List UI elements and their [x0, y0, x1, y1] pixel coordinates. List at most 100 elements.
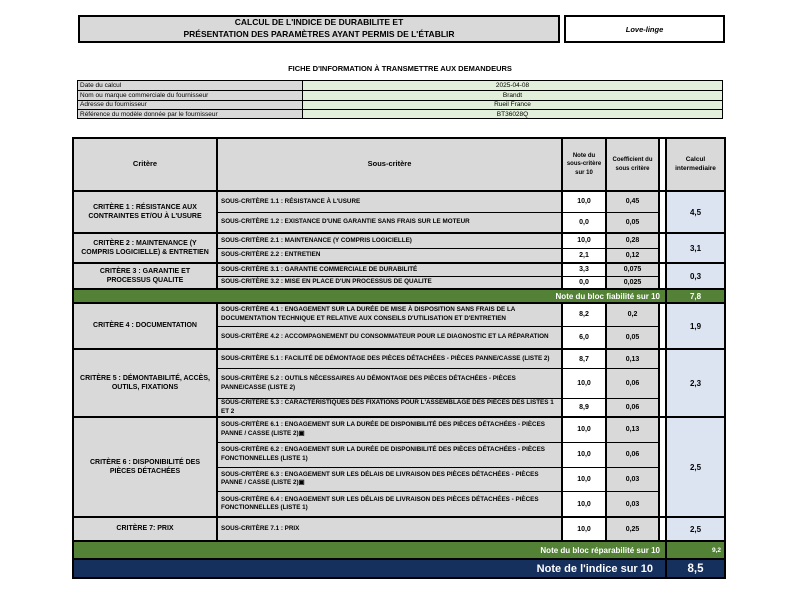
table-row: SOUS-CRITÈRE 6.3 : ENGAGEMENT SUR LES DÉ… — [218, 466, 660, 492]
calc-value: 2,3 — [665, 350, 726, 416]
coefficient-value: 0,28 — [607, 234, 660, 248]
total-value: 7,8 — [665, 290, 726, 302]
table-row: SOUS-CRITÈRE 2.2 : ENTRETIEN 2,1 0,12 — [218, 247, 660, 262]
table-row: Référence du modèle donnée par le fourni… — [78, 108, 722, 119]
subcriterion-label: SOUS-CRITÈRE 2.2 : ENTRETIEN — [218, 248, 563, 262]
table-row: SOUS-CRITÈRE 3.2 : MISE EN PLACE D'UN PR… — [218, 275, 660, 288]
calc-value: 1,9 — [665, 304, 726, 348]
subcriterion-label: SOUS-CRITÈRE 3.2 : MISE EN PLACE D'UN PR… — [218, 276, 563, 288]
criteria-table: Critère Sous-critère Note du sous-critèr… — [72, 137, 726, 579]
note-value: 10,0 — [563, 192, 607, 212]
total-value: 8,5 — [665, 560, 726, 577]
criterion-group-6: CRITÈRE 6 : DISPONIBILITÉ DES PIÈCES DÉT… — [72, 416, 726, 516]
total-label: Note de l'indice sur 10 — [72, 560, 665, 577]
coefficient-value: 0,075 — [607, 264, 660, 276]
calc-value: 2,5 — [665, 518, 726, 540]
criterion-label: CRITÈRE 6 : DISPONIBILITÉ DES PIÈCES DÉT… — [72, 418, 218, 516]
note-value: 6,0 — [563, 326, 607, 348]
total-label: Note du bloc réparabilité sur 10 — [72, 542, 665, 558]
brand-name: Love-linge — [625, 24, 664, 34]
coefficient-value: 0,06 — [607, 369, 660, 398]
calc-value: 3,1 — [665, 234, 726, 262]
criterion-group-7: CRITÈRE 7: PRIX SOUS-CRITÈRE 7.1 : PRIX … — [72, 516, 726, 540]
table-row: Adresse du fournisseur Rueil France — [78, 99, 722, 109]
coefficient-value: 0,06 — [607, 442, 660, 467]
table-header-row: Critère Sous-critère Note du sous-critèr… — [72, 137, 726, 190]
criterion-label: CRITÈRE 7: PRIX — [72, 518, 218, 540]
table-row: SOUS-CRITÈRE 1.2 : EXISTANCE D'UNE GARAN… — [218, 211, 660, 232]
note-value: 8,2 — [563, 304, 607, 326]
note-value: 10,0 — [563, 492, 607, 516]
table-row: SOUS-CRITÈRE 5.2 : OUTILS NÉCESSAIRES AU… — [218, 368, 660, 398]
subcriterion-label: SOUS-CRITÈRE 6.4 : ENGAGEMENT SUR LES DÉ… — [218, 492, 563, 516]
coefficient-value: 0,13 — [607, 350, 660, 368]
coefficient-value: 0,03 — [607, 467, 660, 492]
reparabilite-total-row: Note du bloc réparabilité sur 10 9,2 — [72, 540, 726, 558]
note-value: 3,3 — [563, 264, 607, 276]
calc-value: 0,3 — [665, 264, 726, 288]
supplier-info-table: Date du calcul 2025-04-08 Nom ou marque … — [77, 80, 723, 120]
info-value: Brandt — [303, 91, 722, 100]
table-row: SOUS-CRITÈRE 1.1 : RÉSISTANCE À L'USURE … — [218, 192, 660, 212]
calc-value: 2,5 — [665, 418, 726, 516]
table-row: SOUS-CRITÈRE 6.2 : ENGAGEMENT SUR LA DUR… — [218, 441, 660, 467]
criterion-label: CRITÈRE 4 : DOCUMENTATION — [72, 304, 218, 348]
brand-box: Love-linge — [564, 15, 725, 43]
subcriterion-label: SOUS-CRITÈRE 5.3 : CARACTÉRISTIQUES DES … — [218, 399, 563, 416]
calc-value: 4,5 — [665, 192, 726, 232]
table-row: SOUS-CRITÈRE 4.1 : ENGAGEMENT SUR LA DUR… — [218, 304, 660, 326]
header-coefficient: Coefficient du sous critère — [607, 139, 660, 190]
index-total-row: Note de l'indice sur 10 8,5 — [72, 558, 726, 579]
info-label: Référence du modèle donnée par le fourni… — [78, 109, 303, 119]
criterion-group-1: CRITÈRE 1 : RÉSISTANCE AUX CONTRAINTES E… — [72, 190, 726, 232]
info-label: Date du calcul — [78, 81, 303, 91]
page-title-line2: PRÉSENTATION DES PARAMÈTRES AYANT PERMIS… — [183, 29, 455, 39]
coefficient-value: 0,025 — [607, 276, 660, 288]
subcriterion-label: SOUS-CRITÈRE 7.1 : PRIX — [218, 518, 563, 540]
criterion-group-3: CRITÈRE 3 : GARANTIE ET PROCESSUS QUALIT… — [72, 262, 726, 288]
page-title: CALCUL DE L'INDICE DE DURABILITE ET PRÉS… — [78, 15, 560, 43]
page-title-line1: CALCUL DE L'INDICE DE DURABILITE ET — [234, 17, 404, 28]
note-value: 2,1 — [563, 248, 607, 262]
note-value: 0,0 — [563, 212, 607, 232]
note-value: 0,0 — [563, 276, 607, 288]
coefficient-value: 0,05 — [607, 326, 660, 348]
table-row: SOUS-CRITÈRE 4.2 : ACCOMPAGNEMENT DU CON… — [218, 325, 660, 348]
subcriterion-label: SOUS-CRITÈRE 6.2 : ENGAGEMENT SUR LA DUR… — [218, 442, 563, 467]
table-row: SOUS-CRITÈRE 5.1 : FACILITÉ DE DÉMONTAGE… — [218, 350, 660, 368]
criterion-label: CRITÈRE 5 : DÉMONTABILITÉ, ACCÈS, OUTILS… — [72, 350, 218, 416]
note-value: 8,7 — [563, 350, 607, 368]
subcriterion-label: SOUS-CRITÈRE 2.1 : MAINTENANCE (Y COMPRI… — [218, 234, 563, 248]
note-value: 10,0 — [563, 418, 607, 442]
table-row: SOUS-CRITÈRE 6.1 : ENGAGEMENT SUR LA DUR… — [218, 418, 660, 442]
note-value: 10,0 — [563, 369, 607, 398]
coefficient-value: 0,05 — [607, 212, 660, 232]
header-sous-critere: Sous-critère — [218, 139, 563, 190]
table-row: SOUS-CRITÈRE 2.1 : MAINTENANCE (Y COMPRI… — [218, 234, 660, 248]
table-row: SOUS-CRITÈRE 5.3 : CARACTÉRISTIQUES DES … — [218, 398, 660, 416]
header-critere: Critère — [72, 139, 218, 190]
criterion-label: CRITÈRE 2 : MAINTENANCE (Y COMPRIS LOGIC… — [72, 234, 218, 262]
header-note: Note du sous-critère sur 10 — [563, 139, 607, 190]
subcriterion-label: SOUS-CRITÈRE 1.2 : EXISTANCE D'UNE GARAN… — [218, 212, 563, 232]
info-value: BT36028Q — [303, 109, 722, 119]
criterion-group-2: CRITÈRE 2 : MAINTENANCE (Y COMPRIS LOGIC… — [72, 232, 726, 262]
info-label: Nom ou marque commerciale du fournisseur — [78, 91, 303, 100]
table-row: SOUS-CRITÈRE 3.1 : GARANTIE COMMERCIALE … — [218, 264, 660, 276]
subcriterion-label: SOUS-CRITÈRE 5.2 : OUTILS NÉCESSAIRES AU… — [218, 369, 563, 398]
criterion-group-4: CRITÈRE 4 : DOCUMENTATION SOUS-CRITÈRE 4… — [72, 302, 726, 348]
coefficient-value: 0,06 — [607, 399, 660, 416]
table-row: Date du calcul 2025-04-08 — [78, 81, 722, 91]
subcriterion-label: SOUS-CRITÈRE 4.2 : ACCOMPAGNEMENT DU CON… — [218, 326, 563, 348]
info-value: Rueil France — [303, 100, 722, 109]
coefficient-value: 0,2 — [607, 304, 660, 326]
note-value: 8,9 — [563, 399, 607, 416]
note-value: 10,0 — [563, 442, 607, 467]
coefficient-value: 0,03 — [607, 492, 660, 516]
subcriterion-label: SOUS-CRITÈRE 5.1 : FACILITÉ DE DÉMONTAGE… — [218, 350, 563, 368]
note-value: 10,0 — [563, 467, 607, 492]
total-value: 9,2 — [665, 542, 726, 558]
table-row: SOUS-CRITÈRE 6.4 : ENGAGEMENT SUR LES DÉ… — [218, 491, 660, 516]
info-value: 2025-04-08 — [303, 81, 722, 91]
